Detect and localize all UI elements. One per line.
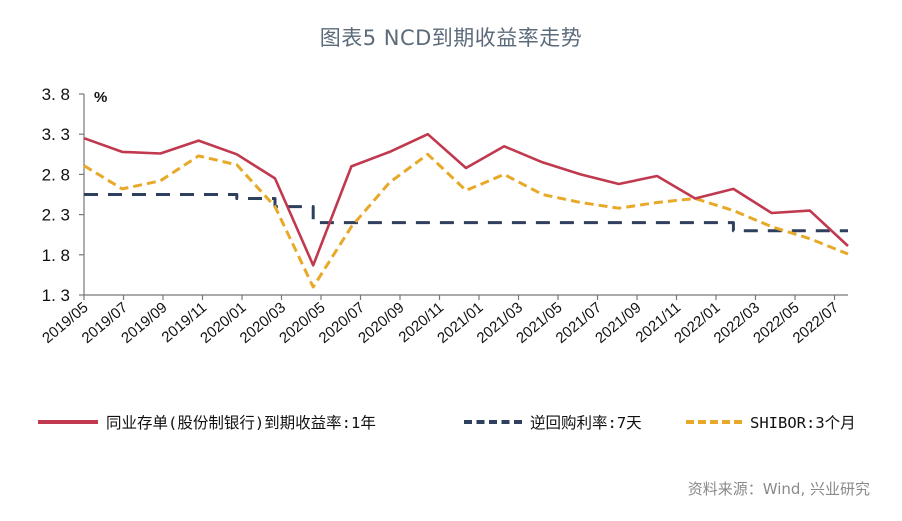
- legend-swatch-dashed-gold: [686, 420, 742, 424]
- legend-label-reverse-repo: 逆回购利率:7天: [530, 414, 642, 432]
- legend: 同业存单(股份制银行)到期收益率:1年 逆回购利率:7天 SHIBOR:3个月: [0, 409, 902, 435]
- y-tick-label: 1. 3: [42, 286, 70, 305]
- legend-item-reverse-repo: 逆回购利率:7天: [464, 409, 642, 435]
- legend-swatch-solid: [38, 420, 98, 424]
- legend-swatch-dashed: [464, 420, 522, 424]
- series-layer: [83, 132, 849, 289]
- series-reverse-repo-line: [84, 193, 848, 233]
- y-axis: 3. 8 3. 3 2. 8 2. 3 1. 8 1. 3: [42, 85, 85, 305]
- source-note: 资料来源：Wind, 兴业研究: [687, 480, 870, 498]
- legend-label-shibor: SHIBOR:3个月: [750, 414, 856, 432]
- legend-label-ncd: 同业存单(股份制银行)到期收益率:1年: [106, 414, 376, 432]
- series-shibor-line: [83, 152, 849, 289]
- chart-title: 图表5 NCD到期收益率走势: [319, 26, 583, 50]
- line-chart: 3. 8 3. 3 2. 8 2. 3 1. 8 1. 3 2019/052019/072…: [39, 85, 849, 347]
- y-tick-label: 2. 8: [42, 165, 70, 184]
- y-tick-label: 1. 8: [42, 246, 70, 265]
- legend-item-shibor: SHIBOR:3个月: [686, 409, 856, 435]
- y-tick-label: 3. 8: [42, 85, 70, 104]
- legend-item-ncd: 同业存单(股份制银行)到期收益率:1年: [38, 409, 376, 435]
- x-axis: 2019/052019/072019/092019/112020/012020/…: [39, 294, 848, 347]
- series-ncd-line: [83, 132, 849, 267]
- y-tick-label: 3. 3: [42, 125, 70, 144]
- y-unit-label: %: [94, 89, 107, 106]
- y-tick-label: 2. 3: [42, 206, 70, 225]
